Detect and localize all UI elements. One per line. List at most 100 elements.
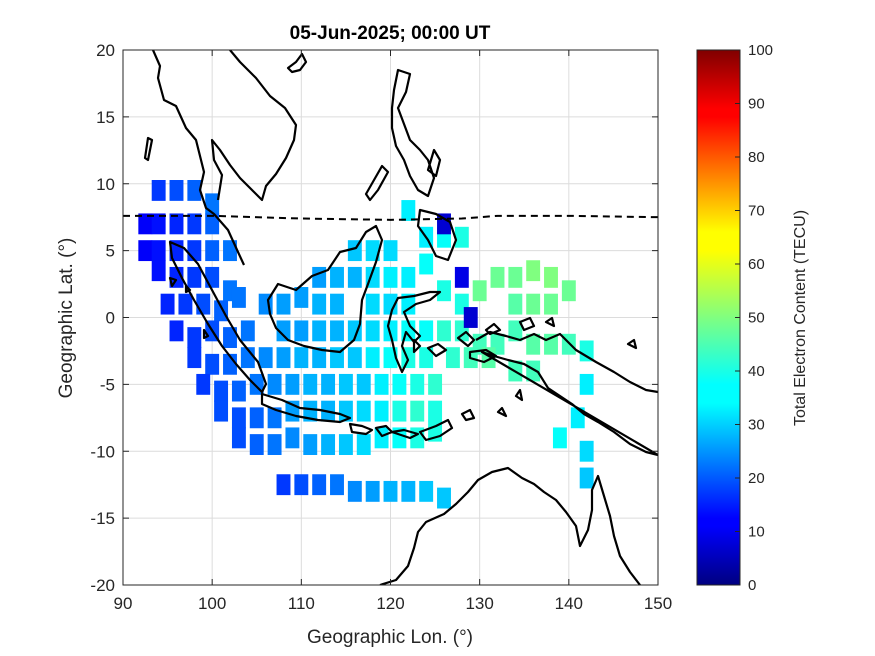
tec-cell — [169, 180, 184, 201]
colorbar-tick-label: 50 — [748, 310, 765, 327]
colorbar-tick-label: 30 — [748, 417, 765, 434]
y-tick-label: -15 — [90, 509, 115, 528]
tec-cell — [151, 260, 166, 282]
y-tick-label: 15 — [96, 108, 115, 127]
colorbar-tick-label: 60 — [748, 256, 765, 273]
coast-moluccas — [426, 316, 638, 364]
tec-cell — [526, 293, 541, 315]
tec-cell — [223, 240, 237, 262]
tec-cell — [338, 400, 353, 422]
y-axis-label: Geographic Lat. (°) — [56, 238, 77, 399]
tec-cell — [419, 347, 434, 369]
grid — [123, 50, 658, 585]
y-tick-label: 20 — [96, 41, 115, 60]
tec-cell — [214, 300, 229, 322]
tec-cell — [508, 293, 523, 315]
tec-cell — [294, 287, 309, 308]
tec-cell — [544, 266, 558, 288]
colorbar-ticks: 0 10 20 30 40 50 60 70 80 90 100 — [735, 42, 773, 594]
colorbar-tick-label: 0 — [748, 577, 756, 594]
coast-new-guinea — [475, 322, 658, 457]
coast-mindanao — [416, 208, 458, 262]
colorbar: 0 10 20 30 40 50 60 70 80 90 100 Total Electron Co… — [696, 42, 809, 594]
coast-australia — [379, 466, 641, 585]
tec-cell — [347, 347, 362, 369]
tec-cell — [276, 320, 291, 342]
tec-cell — [508, 266, 523, 288]
tec-cell — [187, 266, 202, 288]
tec-cell — [205, 213, 220, 235]
tec-cell — [419, 320, 434, 342]
tec-cell — [383, 480, 398, 502]
colorbar-tick-label: 70 — [748, 203, 765, 220]
coast-small-islets — [143, 136, 422, 354]
tec-cell — [312, 474, 327, 496]
tec-cell — [428, 373, 443, 395]
tec-cell — [187, 327, 202, 348]
tec-cell — [223, 327, 237, 348]
tec-cell — [508, 320, 523, 342]
colorbar-tick-label: 90 — [748, 96, 765, 113]
tec-cell — [303, 434, 318, 455]
colorbar-tick-label: 100 — [748, 42, 773, 59]
tec-cell — [526, 333, 541, 355]
colorbar-tick-label: 40 — [748, 363, 765, 380]
tec-cell — [205, 240, 220, 262]
tec-cell — [196, 373, 211, 395]
tec-cell — [178, 293, 193, 315]
tec-cell — [437, 280, 451, 302]
tec-cell — [312, 347, 327, 369]
tec-cell — [240, 320, 255, 342]
tec-cell — [437, 487, 451, 509]
tec-cell — [463, 307, 478, 328]
tec-cell — [445, 347, 460, 369]
tec-cell — [356, 400, 371, 422]
coast-sumatra — [168, 240, 268, 394]
tec-cell — [401, 480, 416, 502]
tec-cell — [428, 400, 443, 422]
tec-cell — [138, 240, 153, 262]
tec-cell — [312, 320, 327, 342]
tec-cell — [187, 347, 202, 369]
tec-cell — [214, 400, 229, 422]
tec-cell — [151, 213, 166, 235]
tec-cell — [160, 293, 175, 315]
tec-cell — [285, 373, 300, 395]
coast-lesser-sunda — [348, 388, 524, 442]
tec-cell — [258, 347, 273, 369]
tec-cell — [205, 193, 220, 215]
tec-cell — [151, 240, 166, 262]
tec-cell — [490, 266, 505, 288]
y-axis-ticks: -20 -15 -10 -5 0 5 10 15 20 — [90, 41, 658, 595]
tec-cell — [526, 260, 541, 282]
x-tick-label: 120 — [376, 594, 404, 613]
tec-cell — [579, 373, 594, 395]
tec-cell — [196, 293, 211, 315]
y-tick-label: -10 — [90, 442, 115, 461]
tec-cell — [392, 373, 407, 395]
tec-cell — [285, 427, 300, 449]
coast-philippines — [364, 68, 442, 202]
tec-cell — [321, 373, 336, 395]
y-tick-label: 0 — [106, 309, 115, 328]
tec-cell — [330, 474, 344, 496]
tec-cell — [267, 373, 282, 395]
colorbar-tick-label: 80 — [748, 149, 765, 166]
y-tick-label: 5 — [106, 242, 115, 261]
tec-cells — [138, 180, 594, 509]
tec-cell — [276, 293, 291, 315]
tec-cell — [561, 280, 576, 302]
coast-mainland-asia — [151, 50, 298, 266]
tec-cell — [187, 240, 202, 262]
tec-cell — [276, 347, 291, 369]
tec-cell — [579, 440, 594, 462]
coast-borneo — [266, 224, 384, 354]
tec-cell — [365, 240, 380, 262]
tec-cell — [205, 266, 220, 288]
x-tick-label: 150 — [644, 594, 672, 613]
coast-island-top — [286, 52, 308, 74]
tec-cell — [365, 293, 380, 315]
x-tick-label: 100 — [198, 594, 226, 613]
tec-cell — [294, 320, 309, 342]
tec-cell — [383, 240, 398, 262]
